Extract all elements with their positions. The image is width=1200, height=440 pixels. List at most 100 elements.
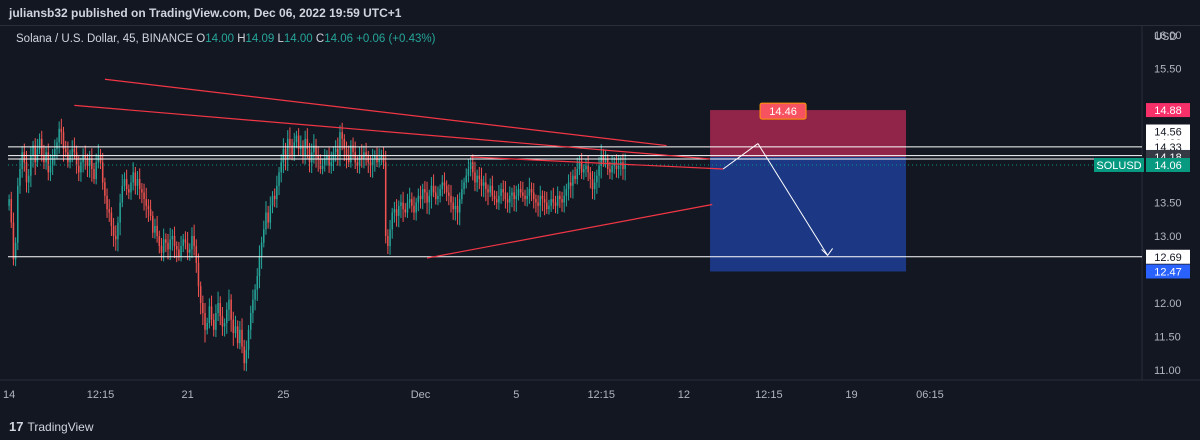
candle-body xyxy=(67,152,69,163)
candle-body xyxy=(86,158,89,166)
price-tag-box[interactable] xyxy=(1146,157,1190,172)
published-text: juliansb32 published on TradingView.com,… xyxy=(9,6,402,20)
candle-body xyxy=(175,246,178,250)
candle-body xyxy=(463,182,465,190)
candle-body xyxy=(593,182,596,190)
candle-body xyxy=(445,185,448,193)
candle-body xyxy=(504,192,507,200)
chart-frame xyxy=(0,25,1200,413)
candle-body xyxy=(389,229,391,247)
candle-body xyxy=(173,235,176,247)
trendline[interactable] xyxy=(426,203,713,259)
candle-body xyxy=(228,299,230,310)
grid-lines xyxy=(0,25,1200,381)
price-tick-label: 11.50 xyxy=(1154,331,1181,343)
trendline[interactable] xyxy=(74,104,711,160)
trendlines[interactable] xyxy=(74,78,724,259)
candle-body xyxy=(269,205,272,223)
tradingview-logo[interactable]: 17 TradingView xyxy=(9,419,94,434)
candle-body xyxy=(223,323,226,327)
candle-body xyxy=(297,135,300,149)
candle-body xyxy=(482,182,485,186)
candle-body xyxy=(406,202,409,213)
candle-body xyxy=(77,165,80,173)
candle-body xyxy=(330,162,333,166)
candle-body xyxy=(561,199,563,203)
candle-body xyxy=(609,169,611,173)
candle-body xyxy=(284,148,287,159)
candle-body xyxy=(615,162,618,170)
projection-path[interactable] xyxy=(722,143,834,257)
change-value: +0.06 (+0.43%) xyxy=(356,33,436,45)
time-tick-label: 25 xyxy=(277,389,289,401)
trendline[interactable] xyxy=(470,156,724,170)
projection-segment[interactable] xyxy=(757,143,829,256)
price-tag-box[interactable] xyxy=(1146,124,1190,139)
price-tag-box[interactable] xyxy=(1146,249,1190,264)
candle-body xyxy=(537,202,539,206)
symbol-name: Solana / U.S. Dollar, 45, BINANCE xyxy=(16,33,194,45)
candle-body xyxy=(180,246,182,257)
candle-body xyxy=(554,202,557,206)
candle-body xyxy=(230,299,232,320)
candle-body xyxy=(245,349,248,364)
horizontal-levels[interactable] xyxy=(8,146,1142,258)
candle-body xyxy=(197,262,200,287)
price-tag-box[interactable] xyxy=(1146,103,1190,118)
low-label: L xyxy=(277,33,284,45)
candle-body xyxy=(369,162,372,166)
candle-body xyxy=(167,242,169,250)
candle-body xyxy=(243,346,245,364)
time-tick-label: 19 xyxy=(845,389,857,401)
tradingview-brand: TradingView xyxy=(27,420,94,434)
candle-body xyxy=(143,192,145,200)
candle-body xyxy=(256,276,259,290)
candle-body xyxy=(617,165,620,170)
candle-body xyxy=(260,242,263,257)
publish-header: juliansb32 published on TradingView.com,… xyxy=(0,0,1200,25)
high-label: H xyxy=(237,33,246,45)
candle-body xyxy=(489,185,491,193)
candle-body xyxy=(400,202,402,206)
candle-body xyxy=(121,185,124,203)
time-axis[interactable]: 14 12:15 21 25 Dec 5 12:15 12 12:15 19 06:15 xyxy=(3,389,944,401)
candle-body xyxy=(19,169,21,186)
candle-body xyxy=(123,179,126,186)
candle-body xyxy=(154,225,156,233)
candle-body xyxy=(563,195,565,203)
candle-body xyxy=(315,145,317,156)
candle-body xyxy=(539,195,542,206)
candle-body xyxy=(552,199,555,203)
candle-body xyxy=(221,316,224,327)
position-zones[interactable]: 14.46 xyxy=(710,102,906,272)
candle-body xyxy=(498,195,500,203)
price-tag-box[interactable] xyxy=(1146,264,1190,279)
candle-body xyxy=(452,202,454,210)
candle-body xyxy=(249,313,252,330)
candle-body xyxy=(487,189,489,193)
symbol-tag-label: SOLUSD xyxy=(1096,160,1141,172)
candle-body xyxy=(84,155,87,159)
stop-loss-zone[interactable] xyxy=(710,110,906,157)
candle-body xyxy=(206,323,208,330)
time-tick-label: 12 xyxy=(678,389,690,401)
candle-body xyxy=(73,148,76,153)
candle-body xyxy=(49,165,52,173)
price-tag-label: 14.56 xyxy=(1154,127,1182,139)
entry-label-box[interactable] xyxy=(759,102,807,120)
trendline[interactable] xyxy=(104,78,667,147)
time-tick-label: 12:15 xyxy=(87,389,115,401)
take-profit-zone[interactable] xyxy=(710,156,906,272)
candle-body xyxy=(443,182,446,186)
candle-body xyxy=(130,182,132,193)
candle-body xyxy=(334,148,337,153)
candle-body xyxy=(189,249,191,253)
projection-segment[interactable] xyxy=(722,143,759,170)
close-label: C xyxy=(315,33,325,45)
symbol-tag-box[interactable] xyxy=(1094,157,1144,172)
candle-body xyxy=(526,195,528,200)
candle-body xyxy=(184,239,187,243)
candle-body xyxy=(428,195,430,203)
